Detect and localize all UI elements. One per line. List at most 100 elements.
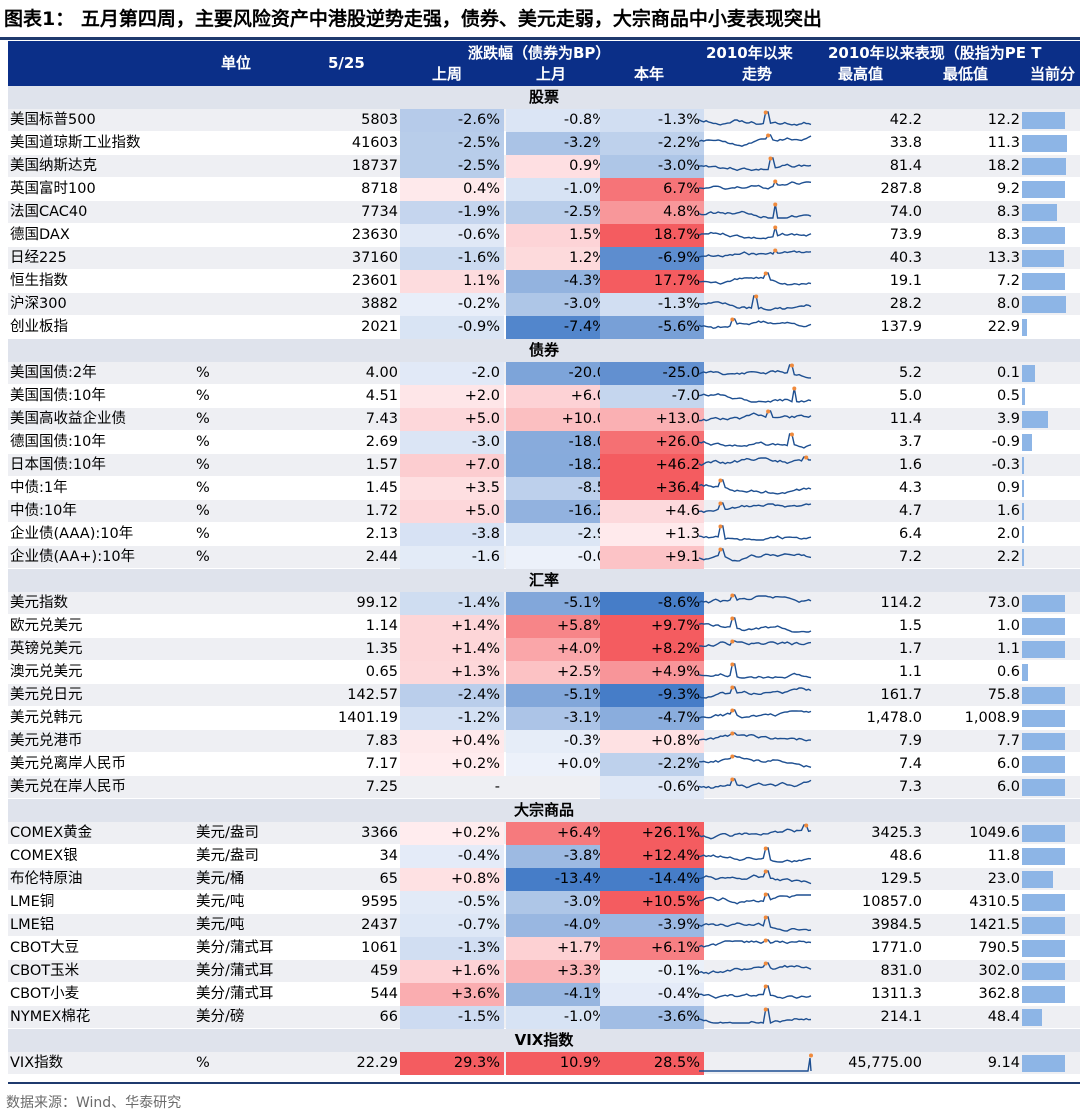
change-last-month: -0.3%	[506, 730, 610, 753]
trend-line	[698, 847, 812, 863]
min-value: 8.0	[996, 296, 1020, 312]
change-last-month: +4.0%	[506, 638, 610, 661]
row-name: 日经225	[10, 250, 67, 266]
trend-cell	[698, 477, 816, 500]
row-value: 1.14	[365, 618, 398, 634]
trend-line	[698, 111, 812, 126]
table-row: 澳元兑美元 0.65 +1.3% +2.5% +4.9% 1.1 0.6	[8, 661, 1080, 684]
change-last-month: +1.7%	[506, 937, 610, 960]
row-name: 美元兑港币	[10, 733, 83, 749]
current-percentile-bar	[1022, 503, 1024, 520]
row-value: 23601	[351, 273, 398, 289]
max-value: 40.3	[889, 250, 922, 266]
current-percentile-bar	[1022, 112, 1065, 129]
table-row: 美元兑日元 142.57 -2.4% -5.1% -9.3% 161.7 75.8	[8, 684, 1080, 707]
change-ytd: +4.6	[600, 500, 704, 523]
change-last-week: -2.0	[400, 362, 504, 385]
trend-cell	[698, 500, 816, 523]
row-name: 中债:10年	[10, 503, 77, 519]
trend-highlight-dot	[730, 639, 735, 644]
change-last-month: 0.9%	[506, 155, 610, 178]
max-value: 73.9	[889, 227, 922, 243]
current-percentile-bar	[1022, 618, 1065, 635]
row-unit: 美分/蒲式耳	[196, 963, 274, 979]
trend-cell	[698, 431, 816, 454]
change-ytd: -6.9%	[600, 247, 704, 270]
table-row: 美元指数 99.12 -1.4% -5.1% -8.6% 114.2 73.0	[8, 592, 1080, 615]
row-name: 恒生指数	[10, 273, 68, 289]
change-last-week: +1.4%	[400, 615, 504, 638]
trend-highlight-dot	[763, 938, 768, 943]
change-ytd: -1.3%	[600, 109, 704, 132]
trend-cell	[698, 891, 816, 914]
change-last-week: 1.1%	[400, 270, 504, 293]
change-last-week: -1.6	[400, 546, 504, 569]
row-value: 1.57	[365, 457, 398, 473]
trend-sparkline	[698, 754, 812, 768]
change-ytd: +12.4%	[600, 845, 704, 868]
change-last-week: +7.0	[400, 454, 504, 477]
current-percentile-bar	[1022, 733, 1065, 750]
table-row: 企业债(AAA):10年% 2.13 -3.8 -2.9 +1.3 6.4 2.0	[8, 523, 1080, 546]
table-row: 法国CAC40 7734 -1.9% -2.5% 4.8% 74.0 8.3	[8, 201, 1080, 224]
current-percentile-bar	[1022, 135, 1067, 152]
table-row: 美元兑港币 7.83 +0.4% -0.3% +0.8% 7.9 7.7	[8, 730, 1080, 753]
current-percentile-bar	[1022, 641, 1065, 658]
min-value: 23.0	[987, 871, 1020, 887]
table-row: VIX指数% 22.29 29.3% 10.9% 28.5% 45,775.00 9.14	[8, 1052, 1080, 1075]
row-name: 企业债(AAA):10年	[10, 526, 134, 542]
trend-sparkline	[698, 662, 812, 679]
trend-sparkline	[698, 616, 812, 633]
change-last-month: 1.5%	[506, 224, 610, 247]
trend-highlight-dot	[718, 478, 723, 483]
trend-sparkline	[698, 294, 812, 311]
table-body: 股票 美国标普500 5803 -2.6% -0.8% -1.3% 42.2 12.2 美国道琼…	[8, 86, 1080, 1075]
current-percentile-bar	[1022, 825, 1065, 842]
current-percentile-bar	[1022, 940, 1065, 957]
header-last-week: 上周	[432, 65, 463, 83]
trend-sparkline	[698, 432, 812, 449]
table-row: 沪深300 3882 -0.2% -3.0% -1.3% 28.2 8.0	[8, 293, 1080, 316]
row-name: 德国DAX	[10, 227, 70, 243]
row-unit	[196, 247, 316, 270]
row-value: 99.12	[356, 595, 398, 611]
trend-sparkline	[698, 363, 811, 379]
row-name: 美元指数	[10, 595, 68, 611]
change-last-month: -0.0	[506, 546, 610, 569]
table-row: 美国标普500 5803 -2.6% -0.8% -1.3% 42.2 12.2	[8, 109, 1080, 132]
row-unit: %	[196, 434, 210, 450]
change-last-month: -5.1%	[506, 592, 610, 615]
change-last-week: +5.0	[400, 408, 504, 431]
min-value: 1.6	[996, 503, 1020, 519]
trend-cell	[698, 684, 816, 707]
trend-line	[698, 985, 812, 1000]
trend-line	[698, 548, 812, 562]
trend-highlight-dot	[763, 271, 768, 276]
trend-sparkline	[698, 823, 812, 840]
row-unit: 美元/盎司	[196, 848, 259, 864]
change-last-month: -	[506, 776, 610, 799]
current-percentile-bar	[1022, 871, 1053, 888]
trend-sparkline	[698, 938, 812, 948]
table-row: 恒生指数 23601 1.1% -4.3% 17.7% 19.1 7.2	[8, 270, 1080, 293]
trend-sparkline	[698, 225, 812, 240]
change-last-week: -0.6%	[400, 224, 504, 247]
row-name: VIX指数	[10, 1055, 64, 1071]
current-percentile-bar	[1022, 227, 1065, 244]
max-value: 45,775.00	[848, 1055, 922, 1071]
trend-highlight-dot	[766, 409, 771, 414]
current-percentile-bar	[1022, 158, 1066, 175]
max-value: 5.2	[898, 365, 922, 381]
table-row: 中债:1年% 1.45 +3.5 -8.5 +36.4 4.3 0.9	[8, 477, 1080, 500]
row-value: 23630	[351, 227, 398, 243]
max-value: 42.2	[889, 112, 922, 128]
change-last-month: -3.8%	[506, 845, 610, 868]
row-unit	[196, 316, 316, 339]
trend-highlight-dot	[773, 179, 778, 184]
trend-highlight-dot	[804, 455, 809, 460]
row-name: 美元兑在岸人民币	[10, 779, 126, 795]
row-value: 9595	[361, 894, 398, 910]
change-ytd: +8.2%	[600, 638, 704, 661]
trend-line	[698, 663, 812, 679]
table-row: 美元兑韩元 1401.19 -1.2% -3.1% -4.7% 1,478.0 1,008.…	[8, 707, 1080, 730]
